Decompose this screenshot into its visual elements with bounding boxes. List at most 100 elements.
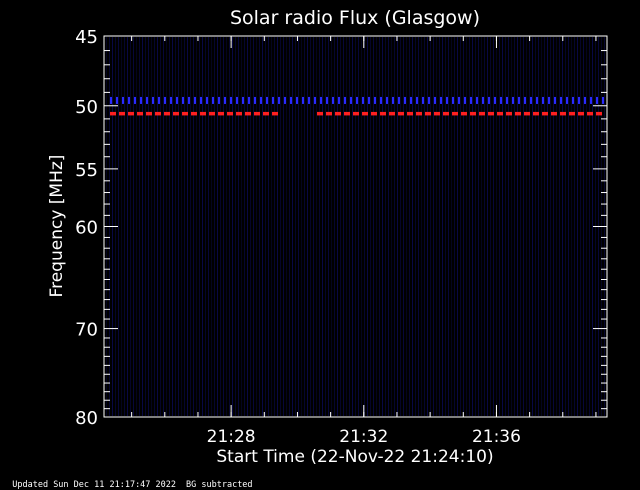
spectrogram-column <box>217 37 218 416</box>
spectrogram-column <box>352 37 353 416</box>
spectrogram-column <box>373 37 374 416</box>
spectrogram-column <box>181 37 182 416</box>
spectrogram-column <box>556 37 557 416</box>
blue-band-segment <box>272 96 274 104</box>
spectrogram-column <box>160 37 161 416</box>
blue-band-segment <box>218 96 220 104</box>
red-band-segment <box>452 111 458 116</box>
red-band-segment <box>515 111 521 116</box>
spectrogram-column <box>172 37 173 416</box>
red-band-segment <box>317 111 323 116</box>
blue-band-segment <box>482 96 484 104</box>
blue-band-segment <box>320 96 322 104</box>
blue-band-segment <box>554 96 556 104</box>
spectrogram-column <box>496 37 497 416</box>
spectrogram-column <box>562 37 563 416</box>
spectrogram-column <box>190 37 191 416</box>
red-band-segment <box>497 111 503 116</box>
red-band-segment <box>434 111 440 116</box>
y-tick-label: 60 <box>75 218 98 239</box>
spectrogram-column <box>397 37 398 416</box>
blue-band-segment <box>332 96 334 104</box>
spectrogram-column <box>169 37 170 416</box>
blue-band-segment <box>230 96 232 104</box>
spectrogram-column <box>532 37 533 416</box>
spectrogram-column <box>505 37 506 416</box>
spectrogram-column <box>154 37 155 416</box>
spectrogram-column <box>436 37 437 416</box>
spectrogram-column <box>199 37 200 416</box>
spectrogram-column <box>226 37 227 416</box>
blue-band-segment <box>368 96 370 104</box>
spectrogram-column <box>385 37 386 416</box>
spectrogram-column <box>166 37 167 416</box>
spectrogram-column <box>550 37 551 416</box>
spectrogram-column <box>490 37 491 416</box>
spectrogram-column <box>151 37 152 416</box>
spectrogram-column <box>511 37 512 416</box>
blue-band-segment <box>188 96 190 104</box>
red-band-segment <box>191 111 197 116</box>
blue-band-segment <box>494 96 496 104</box>
spectrogram-column <box>145 37 146 416</box>
spectrogram-column <box>538 37 539 416</box>
red-band-segment <box>587 111 593 116</box>
red-band-segment <box>398 111 404 116</box>
red-band-segment <box>470 111 476 116</box>
red-band-segment <box>119 111 125 116</box>
red-band-segment <box>425 111 431 116</box>
spectrogram-column <box>412 37 413 416</box>
blue-band-segment <box>314 96 316 104</box>
blue-band-segment <box>224 96 226 104</box>
spectrogram-column <box>349 37 350 416</box>
spectrogram-column <box>478 37 479 416</box>
spectrogram-column <box>130 37 131 416</box>
spectrogram-column <box>568 37 569 416</box>
red-band-segment <box>362 111 368 116</box>
red-band-segment <box>353 111 359 116</box>
spectrogram-column <box>442 37 443 416</box>
spectrogram-column <box>193 37 194 416</box>
spectrogram-column <box>487 37 488 416</box>
spectrogram-column <box>238 37 239 416</box>
spectrogram-column <box>421 37 422 416</box>
spectrogram-column <box>202 37 203 416</box>
spectrogram-column <box>355 37 356 416</box>
spectrogram-column <box>313 37 314 416</box>
footer-bg-note: BG subtracted <box>186 480 253 490</box>
blue-band-segment <box>134 96 136 104</box>
blue-band-segment <box>290 96 292 104</box>
blue-band-segment <box>170 96 172 104</box>
spectrogram-column <box>346 37 347 416</box>
blue-band-segment <box>350 96 352 104</box>
red-band-segment <box>164 111 170 116</box>
red-band-segment <box>155 111 161 116</box>
blue-band-segment <box>296 96 298 104</box>
blue-band-segment <box>434 96 436 104</box>
spectrogram-column <box>247 37 248 416</box>
spectrogram-column <box>232 37 233 416</box>
spectrogram-column <box>220 37 221 416</box>
spectrogram-column <box>271 37 272 416</box>
spectrogram-column <box>277 37 278 416</box>
blue-band-segment <box>512 96 514 104</box>
spectrogram-column <box>472 37 473 416</box>
spectrogram-column <box>343 37 344 416</box>
spectrogram-column <box>295 37 296 416</box>
spectrogram-column <box>376 37 377 416</box>
blue-band-segment <box>452 96 454 104</box>
blue-band-segment <box>566 96 568 104</box>
blue-band-segment <box>146 96 148 104</box>
red-band-segment <box>182 111 188 116</box>
blue-band-segment <box>374 96 376 104</box>
spectrogram-column <box>406 37 407 416</box>
spectrogram-column <box>559 37 560 416</box>
blue-band-segment <box>122 96 124 104</box>
red-band-segment <box>407 111 413 116</box>
y-tick-label: 50 <box>75 97 98 118</box>
spectrogram-column <box>292 37 293 416</box>
spectrogram-column <box>187 37 188 416</box>
spectrogram-column <box>400 37 401 416</box>
blue-band-segment <box>518 96 520 104</box>
spectrogram-column <box>319 37 320 416</box>
